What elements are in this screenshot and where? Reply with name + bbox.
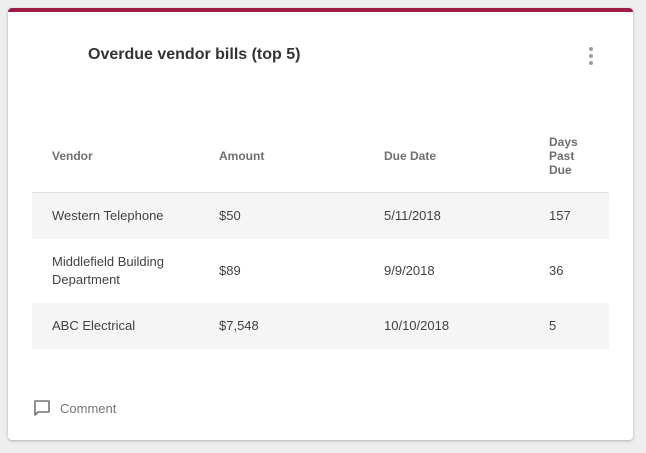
due-date-cell: 5/11/2018 xyxy=(384,207,441,223)
vendor-cell: ABC Electrical xyxy=(52,317,136,333)
card-accent-bar xyxy=(8,8,633,12)
more-vertical-icon xyxy=(589,47,593,51)
days-past-due-cell: 5 xyxy=(549,317,557,333)
column-header-days-past-due[interactable]: Days Past Due xyxy=(529,120,609,193)
days-past-due-label: Days Past Due xyxy=(549,135,578,177)
comment-icon xyxy=(34,400,50,416)
more-options-button[interactable] xyxy=(582,44,600,68)
more-vertical-icon xyxy=(589,61,593,65)
column-header-vendor[interactable]: Vendor xyxy=(32,120,199,193)
overdue-bills-table: Vendor Amount Due Date Days Past Due Wes… xyxy=(32,120,609,349)
comment-label: Comment xyxy=(60,400,117,416)
overdue-bills-card: Overdue vendor bills (top 5) Vendor Amou… xyxy=(8,8,633,440)
table-row[interactable]: ABC Electrical $7,548 10/10/2018 5 xyxy=(32,302,609,349)
table-header-row: Vendor Amount Due Date Days Past Due xyxy=(32,120,609,193)
days-past-due-cell: 36 xyxy=(549,262,564,278)
comment-button[interactable]: Comment xyxy=(32,398,116,418)
vendor-cell: Middlefield Building Department xyxy=(52,253,165,287)
due-date-cell: 10/10/2018 xyxy=(384,317,450,333)
table-row[interactable]: Western Telephone $50 5/11/2018 157 xyxy=(32,192,609,239)
table-row[interactable]: Middlefield Building Department $89 9/9/… xyxy=(32,239,609,303)
vendor-cell: Western Telephone xyxy=(52,207,164,223)
amount-cell: $50 xyxy=(219,207,241,223)
column-header-amount[interactable]: Amount xyxy=(199,120,364,193)
days-past-due-cell: 157 xyxy=(549,207,571,223)
more-vertical-icon xyxy=(589,54,593,58)
due-date-cell: 9/9/2018 xyxy=(384,262,435,278)
card-title: Overdue vendor bills (top 5) xyxy=(88,46,301,63)
amount-cell: $89 xyxy=(219,262,241,278)
amount-cell: $7,548 xyxy=(219,317,259,333)
column-header-due-date[interactable]: Due Date xyxy=(364,120,529,193)
